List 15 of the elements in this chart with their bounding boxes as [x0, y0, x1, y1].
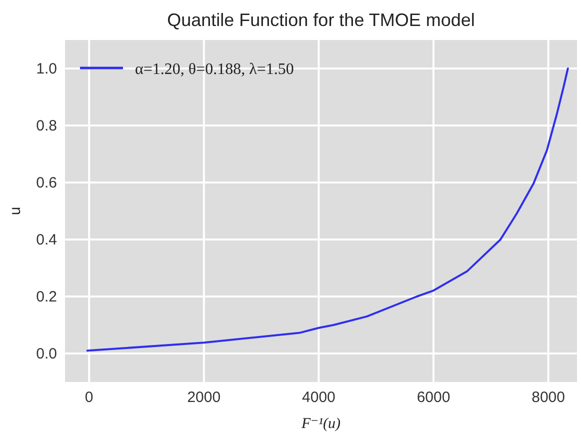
x-tick-label: 4000: [302, 389, 336, 406]
chart-title: Quantile Function for the TMOE model: [167, 10, 475, 30]
y-tick-label: 1.0: [36, 60, 57, 78]
x-tick-label: 8000: [532, 389, 565, 406]
y-tick-label: 0.6: [36, 174, 57, 192]
y-axis-title: u: [7, 206, 24, 216]
x-tick-label: 0: [84, 389, 94, 406]
y-tick-label: 0.0: [36, 346, 57, 362]
y-tick-label: 0.4: [36, 232, 57, 248]
y-tick-label: 0.8: [36, 118, 57, 134]
legend-label: α=1.20, θ=0.188, λ=1.50: [135, 61, 294, 78]
x-tick-label: 6000: [416, 389, 450, 406]
x-axis-title: F⁻¹(u): [300, 416, 341, 432]
x-tick-label: 2000: [187, 389, 221, 406]
y-tick-label: 0.2: [36, 288, 57, 306]
